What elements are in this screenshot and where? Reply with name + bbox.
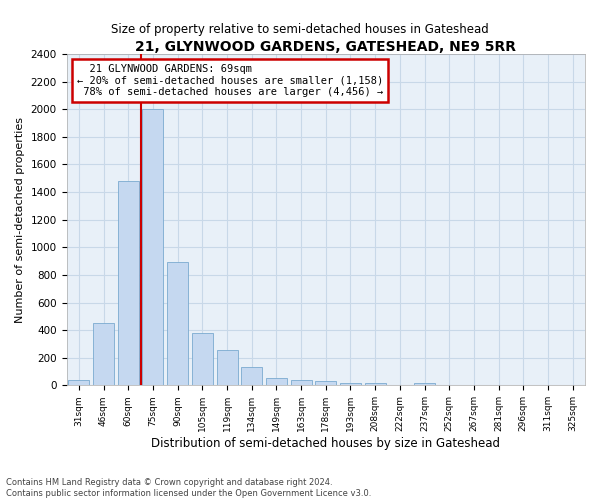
Bar [118,181,139,386]
Bar [217,350,238,386]
X-axis label: Distribution of semi-detached houses by size in Gateshead: Distribution of semi-detached houses by … [151,437,500,450]
Bar [315,381,336,386]
Bar [93,323,114,386]
Bar [266,378,287,386]
Bar [167,262,188,386]
Bar [192,333,213,386]
Bar [365,382,386,386]
Title: 21, GLYNWOOD GARDENS, GATESHEAD, NE9 5RR: 21, GLYNWOOD GARDENS, GATESHEAD, NE9 5RR [135,40,516,54]
Y-axis label: Number of semi-detached properties: Number of semi-detached properties [15,116,25,322]
Bar [340,382,361,386]
Bar [241,368,262,386]
Text: Contains HM Land Registry data © Crown copyright and database right 2024.
Contai: Contains HM Land Registry data © Crown c… [6,478,371,498]
Text: 21 GLYNWOOD GARDENS: 69sqm
← 20% of semi-detached houses are smaller (1,158)
 78: 21 GLYNWOOD GARDENS: 69sqm ← 20% of semi… [77,64,383,97]
Bar [290,380,311,386]
Text: Size of property relative to semi-detached houses in Gateshead: Size of property relative to semi-detach… [111,22,489,36]
Bar [68,380,89,386]
Bar [414,382,435,386]
Bar [142,109,163,386]
